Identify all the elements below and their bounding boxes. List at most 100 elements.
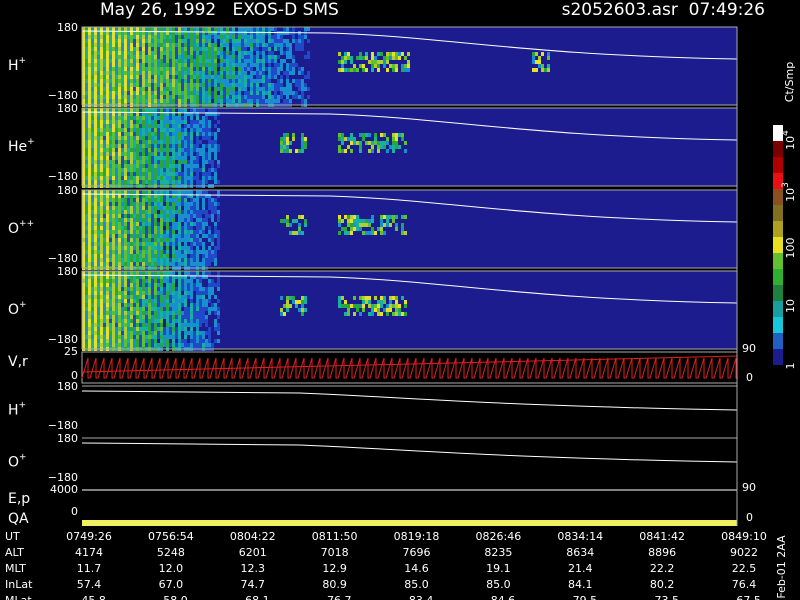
spectrogram-cell [247, 31, 250, 35]
spectrogram-cell [362, 56, 365, 60]
spectrogram-cell [205, 172, 208, 176]
spectrogram-cell [205, 343, 208, 347]
spectrogram-cell [142, 148, 145, 152]
spectrogram-cell [184, 218, 187, 222]
spectrogram-cell [347, 219, 350, 223]
spectrogram-cell [133, 136, 136, 140]
spectrogram-cell [166, 35, 169, 39]
spectrogram-cell [148, 59, 151, 63]
spectrogram-cell [187, 258, 190, 262]
spectrogram-cell [535, 52, 538, 56]
spectrogram-cell [157, 95, 160, 99]
spectrogram-cell [118, 315, 121, 319]
spectrogram-cell [94, 230, 97, 234]
spectrogram-cell [106, 303, 109, 307]
spectrogram-cell [88, 51, 91, 55]
spectrogram-cell [127, 120, 130, 124]
spectrogram-cell [115, 27, 118, 31]
spectrogram-cell [365, 231, 368, 235]
spectrogram-cell [88, 315, 91, 319]
spectrogram-cell [217, 331, 220, 335]
spectrogram-cell [350, 137, 353, 141]
spectrogram-cell [121, 116, 124, 120]
panel-label: H+ [8, 56, 26, 75]
spectrogram-cell [359, 133, 362, 137]
spectrogram-cell [268, 71, 271, 75]
spectrogram-cell [130, 75, 133, 79]
cell: −79.5 [563, 594, 597, 600]
spectrogram-cell [97, 164, 100, 168]
spectrogram-cell [208, 206, 211, 210]
spectrogram-cell [193, 262, 196, 266]
spectrogram-cell [151, 311, 154, 315]
spectrogram-cell [121, 226, 124, 230]
spectrogram-cell [181, 218, 184, 222]
spectrogram-cell [127, 242, 130, 246]
spectrogram-cell [196, 140, 199, 144]
spectrogram-cell [301, 99, 304, 103]
spectrogram-cell [166, 136, 169, 140]
spectrogram-cell [196, 144, 199, 148]
spectrogram-cell [235, 71, 238, 75]
spectrogram-cell [202, 180, 205, 184]
spectrogram-cell [193, 47, 196, 51]
spectrogram-cell [106, 132, 109, 136]
spectrogram-cell [169, 140, 172, 144]
spectrogram-cell [214, 327, 217, 331]
spectrogram-cell [265, 79, 268, 83]
spectrogram-cell [190, 198, 193, 202]
spectrogram-cell [145, 238, 148, 242]
spectrogram-cell [169, 315, 172, 319]
spectrogram-cell [154, 27, 157, 31]
spectrogram-cell [184, 35, 187, 39]
spectrogram-cell [166, 238, 169, 242]
spectrogram-cell [229, 67, 232, 71]
spectrogram-cell [130, 315, 133, 319]
spectrogram-cell [148, 335, 151, 339]
spectrogram-cell [226, 95, 229, 99]
spectrogram-cell [136, 63, 139, 67]
spectrogram-cell [250, 43, 253, 47]
spectrogram-cell [91, 287, 94, 291]
spectrogram-cell [112, 198, 115, 202]
spectrogram-cell [178, 164, 181, 168]
spectrogram-cell [196, 246, 199, 250]
spectrogram-cell [205, 176, 208, 180]
spectrogram-cell [172, 160, 175, 164]
spectrogram-cell [169, 71, 172, 75]
spectrogram-cell [196, 238, 199, 242]
spectrogram-cell [187, 331, 190, 335]
spectrogram-cell [160, 43, 163, 47]
spectrogram-cell [178, 202, 181, 206]
spectrogram-cell [142, 87, 145, 91]
spectrogram-cell [187, 262, 190, 266]
spectrogram-cell [371, 60, 374, 64]
spectrogram-cell [205, 194, 208, 198]
spectrogram-cell [133, 47, 136, 51]
spectrogram-cell [178, 124, 181, 128]
spectrogram-cell [175, 51, 178, 55]
spectrogram-cell [109, 168, 112, 172]
spectrogram-cell [196, 279, 199, 283]
spectrogram-cell [362, 64, 365, 68]
spectrogram-cell [85, 59, 88, 63]
spectrogram-cell [112, 315, 115, 319]
spectrogram-cell [184, 254, 187, 258]
colorbar-label-sup: 4 [781, 130, 791, 136]
spectrogram-cell [124, 172, 127, 176]
spectrogram-cell [112, 116, 115, 120]
spectrogram-cell [115, 152, 118, 156]
cell: 8634 [566, 546, 594, 559]
spectrogram-cell [256, 87, 259, 91]
spectrogram-cell [142, 198, 145, 202]
spectrogram-cell [136, 307, 139, 311]
spectrogram-cell [256, 99, 259, 103]
spectrogram-cell [121, 51, 124, 55]
spectrogram-cell [151, 172, 154, 176]
spectrogram-cell [196, 59, 199, 63]
spectrogram-cell [85, 214, 88, 218]
spectrogram-cell [190, 124, 193, 128]
spectrogram-cell [220, 55, 223, 59]
spectrogram-cell [106, 327, 109, 331]
spectrogram-cell [115, 331, 118, 335]
